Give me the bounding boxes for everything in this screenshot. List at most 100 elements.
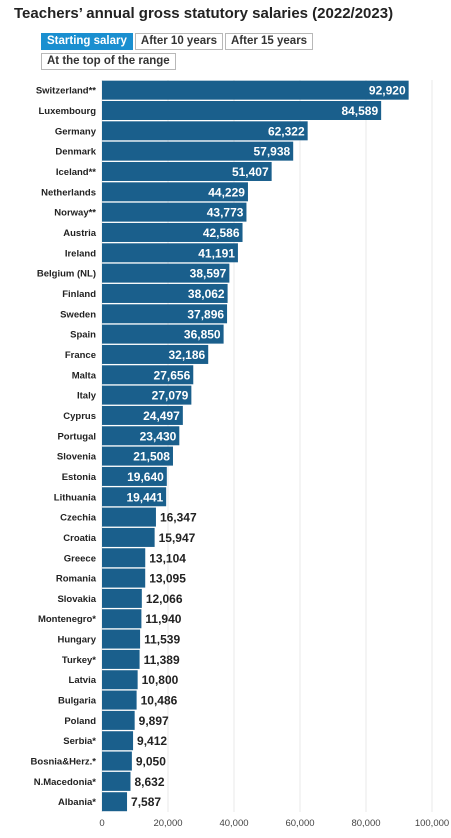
x-tick-label: 20,000 <box>153 818 182 829</box>
bar <box>102 161 272 181</box>
data-label: 9,050 <box>136 755 166 769</box>
category-label: Ireland <box>65 248 96 259</box>
data-label: 38,597 <box>190 267 227 281</box>
bar <box>102 283 228 303</box>
category-label: Switzerland** <box>36 86 96 97</box>
data-label: 57,938 <box>253 145 290 159</box>
bar <box>102 100 382 120</box>
tab-top-of-range[interactable]: At the top of the range <box>41 53 176 70</box>
x-tick-label: 0 <box>99 818 104 829</box>
data-label: 21,508 <box>133 450 170 464</box>
data-label: 62,322 <box>268 124 305 138</box>
bar <box>102 609 142 629</box>
data-label: 92,920 <box>369 84 406 98</box>
category-label: Bulgaria <box>58 696 97 707</box>
bar <box>102 141 294 161</box>
bar <box>102 507 156 527</box>
bar <box>102 385 192 405</box>
category-label: Netherlands <box>41 187 96 198</box>
category-label: Norway** <box>54 208 96 219</box>
bar <box>102 527 155 547</box>
bar <box>102 487 167 507</box>
data-label: 12,066 <box>146 592 183 606</box>
category-label: N.Macedonia* <box>34 777 97 788</box>
category-label: Luxembourg <box>38 106 96 117</box>
data-label: 13,104 <box>149 551 186 565</box>
data-label: 51,407 <box>232 165 269 179</box>
data-label: 24,497 <box>143 409 180 423</box>
data-label: 37,896 <box>187 307 224 321</box>
bar <box>102 629 141 649</box>
data-label: 13,095 <box>149 572 186 586</box>
tab-after-10-years[interactable]: After 10 years <box>134 33 223 50</box>
bar <box>102 344 209 364</box>
bar <box>102 365 194 385</box>
bar <box>102 405 183 425</box>
category-label: Germany <box>55 126 97 137</box>
category-label: Latvia <box>69 675 97 686</box>
tab-starting-salary[interactable]: Starting salary <box>41 33 133 50</box>
data-label: 19,640 <box>127 470 164 484</box>
bar <box>102 243 238 263</box>
data-label: 11,940 <box>145 612 181 626</box>
x-tick-label: 60,000 <box>285 818 314 829</box>
category-label: Finland <box>62 289 96 300</box>
data-label: 11,539 <box>144 633 180 647</box>
bar <box>102 263 230 283</box>
bar <box>102 792 128 812</box>
bar <box>102 731 134 751</box>
x-tick-label: 80,000 <box>351 818 380 829</box>
data-label: 27,656 <box>154 368 191 382</box>
data-label: 42,586 <box>203 226 240 240</box>
category-label: Malta <box>72 370 97 381</box>
x-tick-label: 40,000 <box>219 818 248 829</box>
bar <box>102 548 146 568</box>
data-label: 23,430 <box>140 429 177 443</box>
data-label: 7,587 <box>131 795 161 809</box>
bar <box>102 202 247 222</box>
category-label: Bosnia&Herz.* <box>31 757 97 768</box>
category-label: Cyprus <box>63 411 96 422</box>
data-label: 36,850 <box>184 328 221 342</box>
bar <box>102 121 308 141</box>
data-label: 41,191 <box>198 246 235 260</box>
category-label: Denmark <box>55 147 96 158</box>
category-label: Sweden <box>60 309 96 320</box>
data-label: 8,632 <box>134 775 164 789</box>
bar <box>102 304 228 324</box>
bar <box>102 426 180 446</box>
bar <box>102 670 138 690</box>
category-label: Greece <box>64 553 96 564</box>
data-label: 16,347 <box>160 511 197 525</box>
data-label: 43,773 <box>207 206 244 220</box>
category-label: Albania* <box>58 797 96 808</box>
data-label: 15,947 <box>159 531 196 545</box>
data-label: 38,062 <box>188 287 225 301</box>
category-label: Italy <box>77 391 97 402</box>
bar <box>102 446 173 466</box>
category-label: Czechia <box>60 513 97 524</box>
bar <box>102 690 137 710</box>
data-label: 9,412 <box>137 734 167 748</box>
bar <box>102 466 167 486</box>
category-label: Romania <box>56 574 97 585</box>
data-label: 27,079 <box>152 389 189 403</box>
category-label: Poland <box>64 716 96 727</box>
salary-tabs: Starting salary After 10 years After 15 ye… <box>41 31 341 71</box>
bar <box>102 751 132 771</box>
chart-title: Teachers’ annual gross statutory salarie… <box>14 5 394 22</box>
data-label: 10,800 <box>142 673 179 687</box>
tab-after-15-years[interactable]: After 15 years <box>224 33 314 50</box>
category-label: Austria <box>63 228 96 239</box>
data-label: 9,897 <box>139 714 169 728</box>
category-label: France <box>65 350 96 361</box>
bar <box>102 182 248 202</box>
data-label: 19,441 <box>126 490 163 504</box>
bar <box>102 80 409 100</box>
category-label: Spain <box>70 330 96 341</box>
data-label: 84,589 <box>341 104 378 118</box>
category-label: Slovenia <box>57 452 97 463</box>
category-label: Portugal <box>57 431 96 442</box>
category-label: Slovakia <box>57 594 96 605</box>
